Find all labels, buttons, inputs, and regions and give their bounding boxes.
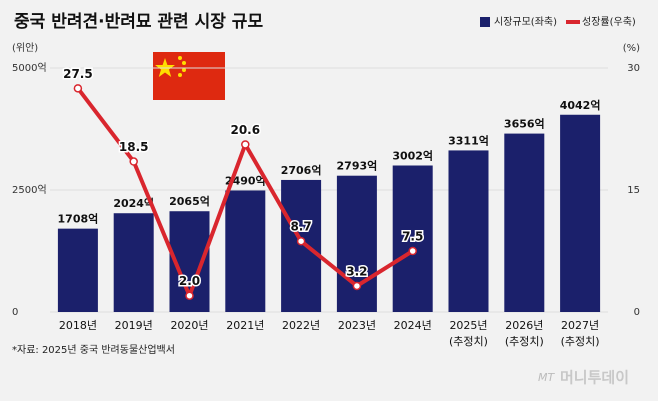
- bar-value-label: 2706억: [281, 164, 322, 177]
- y2-axis-label: (%): [623, 43, 640, 54]
- x-tick-note: (추정치): [449, 335, 488, 348]
- bar: [57, 228, 98, 312]
- y2-tick-label: 0: [634, 307, 640, 318]
- bar: [560, 114, 601, 312]
- bar: [504, 133, 545, 312]
- legend-label: 성장률(우축): [582, 16, 636, 28]
- bar: [281, 179, 322, 312]
- bar-value-label: 3311억: [448, 134, 489, 147]
- bar-value-label: 4042억: [560, 99, 601, 112]
- flag-field: [153, 52, 225, 100]
- x-tick-note: (추정치): [561, 335, 600, 348]
- x-tick-label: 2025년: [449, 319, 487, 332]
- y2-tick-label: 15: [627, 185, 640, 196]
- bar-value-label: 1708억: [58, 213, 99, 226]
- bar: [392, 165, 433, 312]
- flag-star: [182, 61, 186, 65]
- bar-value-label: 2024억: [113, 197, 154, 210]
- flag: [153, 52, 225, 100]
- flag-star: [182, 68, 186, 72]
- flag-star: [178, 73, 182, 77]
- y-tick-label: 5000억: [12, 62, 47, 74]
- line-value-label: 2.0: [179, 274, 200, 288]
- x-tick-label: 2021년: [226, 319, 264, 332]
- line-value-label: 7.5: [402, 230, 423, 244]
- line-point: [241, 140, 250, 149]
- x-tick-label: 2019년: [115, 319, 153, 332]
- legend-label: 시장규모(좌축): [494, 16, 557, 28]
- line-value-label: 8.7: [290, 220, 311, 234]
- x-tick-label: 2027년: [561, 319, 599, 332]
- line-value-label: 20.6: [230, 123, 260, 137]
- x-tick-note: (추정치): [505, 335, 544, 348]
- line-value-label: 18.5: [119, 140, 149, 154]
- x-tick-label: 2023년: [338, 319, 376, 332]
- bar-value-label: 3656억: [504, 118, 545, 131]
- bar: [448, 150, 489, 312]
- watermark-logo: MT: [538, 371, 555, 384]
- bar: [113, 213, 154, 312]
- chart-title: 중국 반려견·반려묘 관련 시장 규모: [14, 12, 263, 32]
- line-point: [408, 246, 417, 256]
- y-tick-label: 2500억: [12, 184, 47, 196]
- bar-value-label: 2065억: [169, 195, 210, 208]
- line-point: [129, 157, 138, 166]
- watermark: 머니투데이: [560, 369, 629, 387]
- bar-value-label: 3002억: [392, 150, 433, 163]
- legend-swatch: [480, 17, 490, 27]
- line-value-label: 27.5: [63, 67, 93, 81]
- line-point: [73, 84, 83, 93]
- line-point: [352, 281, 362, 291]
- bar: [336, 175, 377, 312]
- x-tick-label: 2022년: [282, 319, 320, 332]
- x-tick-label: 2020년: [170, 319, 208, 332]
- flag-star: [178, 56, 182, 60]
- y-axis-label: (위안): [12, 41, 38, 54]
- line-point: [296, 236, 306, 246]
- bar-value-label: 2793억: [337, 160, 378, 173]
- source-note: *자료: 2025년 중국 반려동물산업백서: [12, 343, 175, 356]
- y-tick-label: 0: [12, 307, 18, 318]
- bar: [225, 190, 266, 312]
- line-point: [185, 291, 194, 300]
- x-tick-label: 2018년: [59, 319, 97, 332]
- y2-tick-label: 30: [627, 63, 640, 74]
- x-tick-label: 2026년: [505, 319, 543, 332]
- line-value-label: 3.2: [346, 264, 367, 278]
- x-tick-label: 2024년: [394, 319, 432, 332]
